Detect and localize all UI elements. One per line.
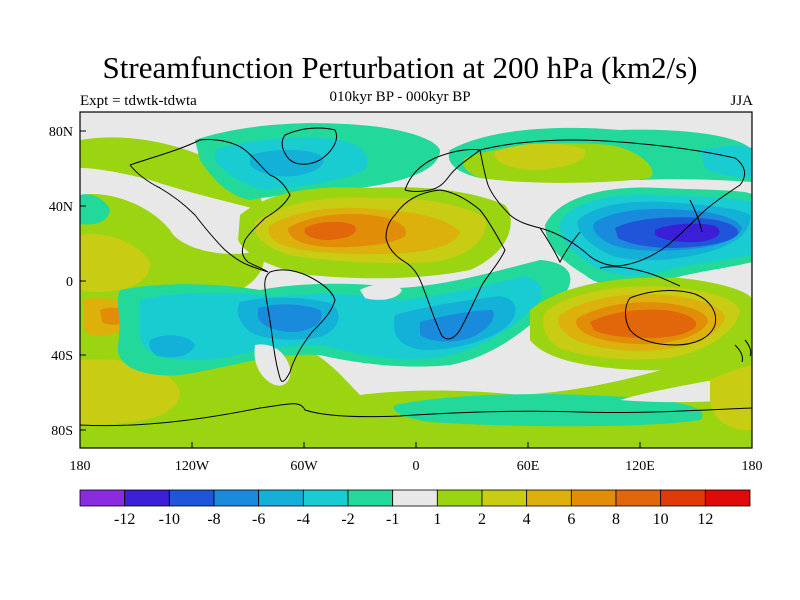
colorbar-label: 8 [612,511,620,528]
coast-africa-europe [385,189,506,340]
colorbar-swatch [704,489,751,507]
contour-south-indian-n6 [420,310,494,342]
coast-greenland [281,127,337,165]
colorbar-label: -12 [114,511,135,528]
contour-pacific-p2 [80,234,151,292]
x-tick-label: 120E [625,459,655,474]
contour-southern-band-p2 [80,359,180,425]
colorbar-swatch [302,489,349,507]
contour-atlantic-p8 [304,221,356,240]
coast-india [539,227,581,264]
contour-west-pacific-n1 [80,194,110,225]
colorbar-label: -4 [297,511,310,528]
y-tick-label: 80N [49,125,73,140]
colorbar-swatch [436,489,483,507]
colorbar-swatch [615,489,662,507]
coast-europe [404,149,482,192]
colorbar-swatch [213,489,260,507]
contour-south-america-gap [254,344,291,386]
colorbar-swatch [570,489,617,507]
y-tick-label: 0 [66,275,73,290]
colorbar-labels: -12 -10 -8 -6 -4 -2 -1 1 2 4 6 8 10 12 [114,511,713,528]
colorbar-swatch [79,489,126,507]
x-tick-label: 0 [413,459,420,474]
colorbar-swatch [124,489,170,507]
colorbar-swatch [526,489,572,507]
colorbar-label: -8 [207,511,220,528]
y-tick-labels: 80N 40N 0 40S 80S [49,125,73,439]
coast-south-america [264,269,336,382]
colorbar-swatch [168,489,215,507]
contour-southern-band-n1 [393,394,703,427]
colorbar-label: -10 [159,511,180,528]
colorbar-swatch [258,489,304,507]
x-tick-label: 60E [517,459,540,474]
x-tick-labels: 180 120W 60W 0 60E 120E 180 [70,459,763,474]
y-tick-label: 40S [51,349,73,364]
contour-south-atlantic-white [360,284,402,300]
coast-indonesia [599,266,681,287]
coast-antarctica [80,403,752,427]
y-tick-label: 40N [49,200,73,215]
colorbar-label: -6 [252,511,265,528]
experiment-label: Expt = tdwtk-tdwta [80,93,197,109]
colorbar-label: 10 [653,511,669,528]
contour-australia-p8 [590,309,697,338]
figure-title: Streamfunction Perturbation at 200 hPa (… [102,50,698,85]
x-tick-label: 180 [742,459,763,474]
coast-new-zealand [734,339,752,363]
colorbar-label: 2 [478,511,486,528]
contour-arctic-p1 [80,137,262,210]
colorbar [79,489,751,507]
x-tick-label: 60W [290,459,318,474]
colorbar-label: 4 [523,511,531,528]
colorbar-swatch [481,489,528,507]
coast-north-america [129,139,291,273]
colorbar-swatch [347,489,394,507]
contour-south-atlantic-n6 [258,304,322,332]
colorbar-label: -1 [386,511,399,528]
colorbar-label: 6 [567,511,575,528]
contour-se-pacific-p2 [710,365,752,431]
x-tick-label: 120W [175,459,210,474]
coast-australia [625,290,717,346]
y-tick-label: 80S [51,424,73,439]
colorbar-label: -2 [341,511,354,528]
map-field [80,112,752,448]
contour-pacific-white-gap [510,193,555,219]
colorbar-swatch [660,489,706,507]
coastlines [80,127,752,427]
coast-asia [479,139,746,267]
subtitle: 010kyr BP - 000kyr BP [329,89,471,105]
contour-south-pacific-n4 [149,335,195,358]
coast-japan [689,199,703,233]
colorbar-swatch [392,489,438,507]
contour-north-atlantic-n4 [250,149,324,177]
season-label: JJA [730,93,753,109]
contour-asia-n10 [655,223,720,243]
colorbar-label: 12 [697,511,713,528]
x-tick-label: 180 [70,459,91,474]
colorbar-label: 1 [433,511,441,528]
contour-north-band-p2 [494,143,586,170]
contour-argentina-p1 [230,365,262,390]
tick-marks [79,130,753,448]
